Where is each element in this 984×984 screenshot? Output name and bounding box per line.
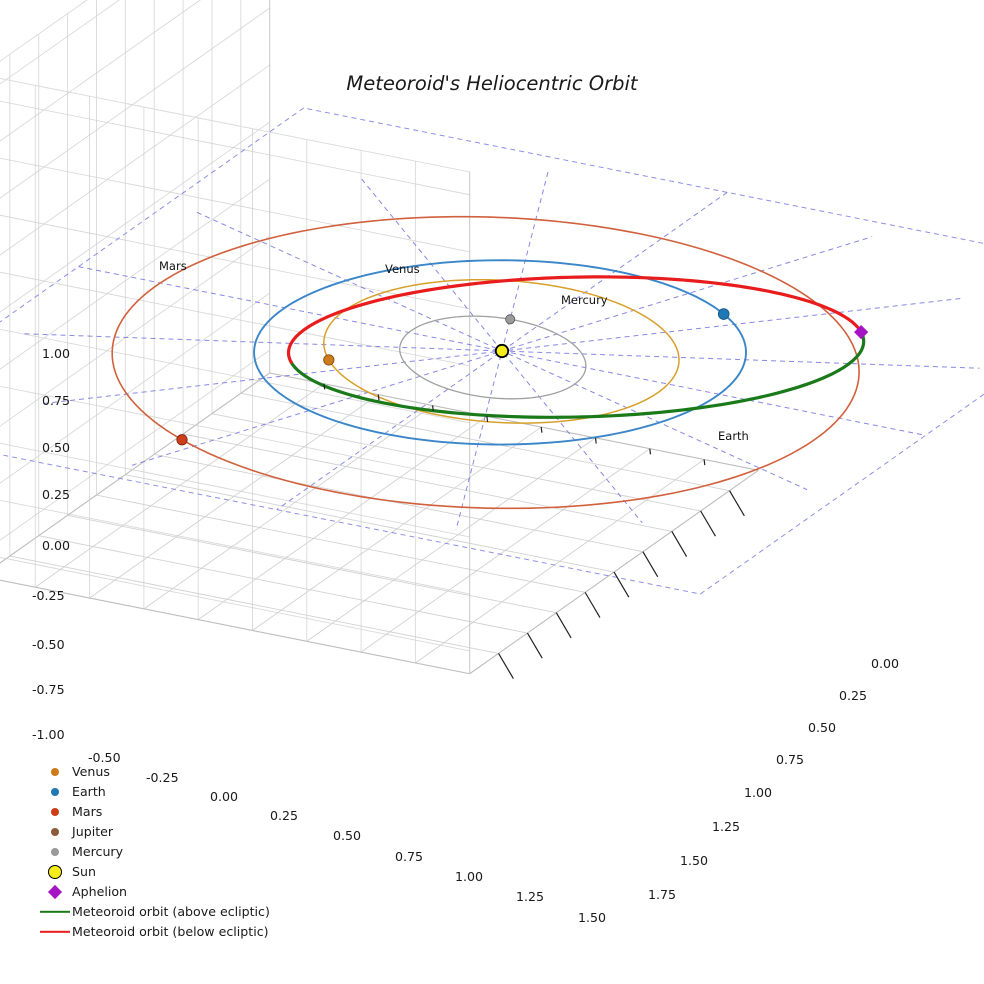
x_tick_labels-tick-label: 0.25	[270, 808, 299, 823]
meteoroid-orbit-path	[286, 275, 866, 419]
legend-item[interactable]: Sun	[38, 862, 298, 882]
x_tick_labels-tick-label: 0.50	[333, 828, 362, 843]
z_tick_labels-tick-label: 0.75	[42, 393, 71, 408]
legend-dot-icon	[38, 822, 72, 842]
planet-label-venus: Venus	[385, 262, 420, 276]
sun-marker	[494, 343, 510, 359]
z_tick_labels-tick-label: -0.50	[32, 637, 65, 652]
legend-item[interactable]: Meteoroid orbit (below ecliptic)	[38, 922, 298, 942]
legend-item-label: Mars	[72, 804, 103, 819]
planet-marker-mercury	[505, 314, 516, 325]
legend-line	[40, 910, 70, 914]
legend-item[interactable]: Earth	[38, 782, 298, 802]
planet-orbit-paths	[111, 215, 860, 510]
planet-label-mercury: Mercury	[561, 293, 608, 307]
chart-legend: Venus Earth Mars Jupiter Mercury Sun Aphelion M…	[38, 762, 298, 942]
aphelion-marker	[854, 324, 869, 340]
legend-item-label: Jupiter	[72, 824, 114, 839]
legend-item-label: Meteoroid orbit (above ecliptic)	[72, 904, 270, 919]
planet-marker-earth	[717, 308, 730, 320]
legend-dot	[51, 848, 59, 856]
legend-item-label: Mercury	[72, 844, 124, 859]
z_tick_labels-tick-label: -0.75	[32, 682, 65, 697]
legend-dot-icon	[38, 842, 72, 862]
legend-line-icon	[38, 902, 72, 922]
legend-item[interactable]: Mars	[38, 802, 298, 822]
legend-dot-icon	[38, 802, 72, 822]
x_tick_labels-tick-label: -0.50	[88, 750, 121, 765]
legend-item[interactable]: Mercury	[38, 842, 298, 862]
legend-line	[40, 930, 70, 934]
legend-line-icon	[38, 922, 72, 942]
x_tick_labels-tick-label: 1.50	[578, 910, 607, 925]
legend-dot-icon	[38, 862, 72, 882]
y_tick_labels-tick-label: 0.50	[808, 720, 837, 735]
x_tick_labels-tick-label: 0.75	[395, 849, 424, 864]
legend-item-label: Sun	[72, 864, 96, 879]
legend-item[interactable]: Jupiter	[38, 822, 298, 842]
legend-item[interactable]: Aphelion	[38, 882, 298, 902]
y_tick_labels-tick-label: 1.75	[648, 887, 677, 902]
legend-dot-icon	[38, 782, 72, 802]
z_tick_labels-tick-label: 1.00	[42, 346, 71, 361]
z_tick_labels-tick-label: -1.00	[32, 727, 65, 742]
ecliptic-reference-lines	[0, 107, 984, 595]
legend-diamond-icon	[38, 882, 72, 902]
z_tick_labels-tick-label: 0.00	[42, 538, 71, 553]
planet-label-earth: Earth	[718, 429, 749, 443]
legend-item-label: Earth	[72, 784, 106, 799]
z_tick_labels-tick-label: 0.50	[42, 440, 71, 455]
legend-diamond	[47, 884, 63, 900]
planet-marker-venus	[323, 354, 335, 366]
legend-item-label: Aphelion	[72, 884, 128, 899]
legend-item[interactable]: Venus	[38, 762, 298, 782]
y_tick_labels-tick-label: 0.75	[776, 752, 805, 767]
x_tick_labels-tick-label: 1.00	[455, 869, 484, 884]
legend-item-label: Venus	[72, 764, 110, 779]
legend-dot	[51, 788, 59, 796]
y_tick_labels-tick-label: 0.25	[839, 688, 868, 703]
y_tick_labels-tick-label: 1.50	[680, 853, 709, 868]
axis-tick-marks	[323, 383, 745, 679]
legend-item[interactable]: Meteoroid orbit (above ecliptic)	[38, 902, 298, 922]
y_tick_labels-tick-label: 1.25	[712, 819, 741, 834]
x_tick_labels-tick-label: -0.25	[146, 770, 179, 785]
chart-title: Meteoroid's Heliocentric Orbit	[346, 72, 638, 95]
legend-dot	[48, 865, 62, 879]
legend-dot	[51, 808, 59, 816]
x_tick_labels-tick-label: 0.00	[210, 789, 239, 804]
z_tick_labels-tick-label: -0.25	[32, 588, 65, 603]
x_tick_labels-tick-label: 1.25	[516, 889, 545, 904]
body-markers	[176, 308, 869, 446]
planet-marker-mars	[176, 434, 188, 446]
legend-dot	[51, 768, 59, 776]
planet-label-mars: Mars	[159, 259, 187, 273]
y_tick_labels-tick-label: 1.00	[744, 785, 773, 800]
z_tick_labels-tick-label: 0.25	[42, 487, 71, 502]
legend-dot-icon	[38, 762, 72, 782]
legend-dot	[51, 828, 59, 836]
y_tick_labels-tick-label: 0.00	[871, 656, 900, 671]
legend-item-label: Meteoroid orbit (below ecliptic)	[72, 924, 269, 939]
